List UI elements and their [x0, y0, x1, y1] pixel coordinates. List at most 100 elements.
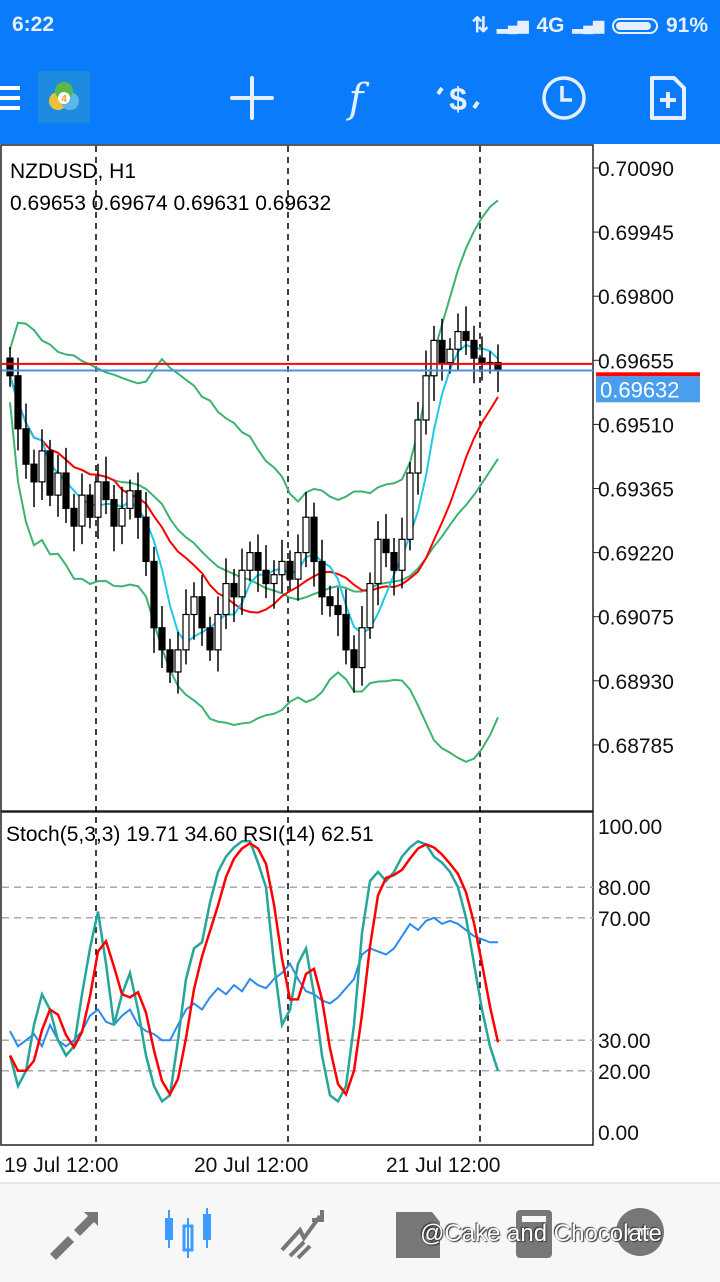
candle	[166, 649, 174, 673]
candle	[390, 552, 398, 571]
candle	[254, 552, 262, 571]
crosshair-icon[interactable]	[228, 74, 276, 122]
price-tick-label: 0.68930	[598, 671, 674, 694]
candle	[14, 375, 22, 430]
candle	[78, 494, 86, 527]
price-tick-label: 0.68785	[598, 735, 674, 758]
candle	[150, 560, 158, 629]
candle	[110, 498, 118, 527]
candle	[414, 419, 422, 474]
watermark: @Cake and Chocolate	[420, 1220, 662, 1247]
trade-icon[interactable]: $	[434, 74, 482, 122]
candle	[366, 582, 374, 629]
new-document-icon[interactable]	[644, 74, 692, 122]
candle	[350, 649, 358, 669]
svg-text:$: $	[449, 81, 467, 117]
bollinger-upper	[9, 199, 499, 504]
candle	[270, 574, 278, 585]
mt4-logo[interactable]: 4	[38, 71, 90, 123]
clock-icon[interactable]	[540, 74, 588, 122]
candle	[198, 596, 206, 629]
chart-icon[interactable]	[160, 1206, 216, 1262]
candle	[174, 649, 182, 673]
candle	[70, 507, 78, 527]
moving-average-slow	[9, 375, 499, 614]
candle	[318, 560, 326, 598]
candle	[230, 582, 238, 598]
data-transfer-icon: ⇅	[471, 14, 490, 37]
history-icon[interactable]	[392, 1206, 448, 1262]
chat-icon[interactable]	[612, 1206, 668, 1262]
bottom-nav: @Cake and Chocolate	[0, 1182, 720, 1282]
bid-price-label: 0.69632	[600, 377, 680, 402]
menu-icon[interactable]	[0, 74, 22, 122]
time-label: 21 Jul 12:00	[386, 1154, 500, 1177]
candle	[470, 339, 478, 359]
price-tick-label: 0.69655	[598, 350, 674, 373]
candle	[142, 516, 150, 563]
bollinger-lower	[9, 402, 499, 763]
battery-percent: 91%	[665, 13, 708, 37]
indicator-pane-border	[0, 811, 594, 1146]
candle	[126, 490, 134, 509]
candle	[358, 627, 366, 669]
indicator-level-label: 30.00	[598, 1030, 651, 1053]
candle	[206, 627, 214, 651]
quotes-icon[interactable]	[46, 1206, 102, 1262]
indicator-level-label: 70.00	[598, 908, 651, 931]
candle	[374, 538, 382, 585]
trade-icon[interactable]	[276, 1206, 332, 1262]
candle	[46, 450, 54, 496]
candle	[54, 472, 62, 496]
candle	[438, 339, 446, 364]
time-label: 19 Jul 12:00	[4, 1154, 118, 1177]
candle	[454, 330, 462, 350]
signal-icon: ▂▄▆	[497, 17, 529, 33]
ask-price-tag	[596, 372, 700, 377]
candle	[22, 428, 30, 465]
candle	[302, 516, 310, 554]
candle	[86, 494, 94, 518]
stoch-main-line	[8, 839, 500, 1104]
candle	[190, 596, 198, 616]
toolbar: 4 f $	[0, 50, 720, 144]
price-tick-label: 0.70090	[598, 158, 674, 181]
candle	[342, 613, 350, 651]
price-tick-label: 0.69220	[598, 543, 674, 566]
price-tick-label: 0.69945	[598, 222, 674, 245]
indicator-level-label: 0.00	[598, 1122, 639, 1145]
candle	[294, 552, 302, 580]
stoch-signal-line	[8, 841, 500, 1097]
candle	[478, 357, 486, 364]
candle	[310, 516, 318, 563]
candle	[158, 627, 166, 651]
candle	[118, 507, 126, 527]
indicator-level-label: 20.00	[598, 1061, 651, 1084]
status-bar: 6:22 ⇅ ▂▄▆ 4G ▂▄▆ 91%	[0, 0, 720, 50]
news-icon[interactable]	[508, 1206, 564, 1262]
price-tick-label: 0.69800	[598, 286, 674, 309]
network-type: 4G	[536, 13, 565, 37]
function-icon[interactable]: f	[332, 74, 380, 122]
svg-text:4: 4	[61, 94, 67, 105]
candle	[446, 348, 454, 364]
candle	[278, 560, 286, 576]
candle	[262, 569, 270, 585]
clock-time: 6:22	[12, 13, 55, 36]
candle	[406, 472, 414, 540]
symbol-label: NZDUSD, H1	[10, 160, 136, 183]
time-label: 20 Jul 12:00	[194, 1154, 308, 1177]
candle	[30, 463, 38, 483]
price-tick-label: 0.69510	[598, 414, 674, 437]
price-chart[interactable]: 0.70090 0.69945 0.69800 0.69655 0.69510 0.693…	[0, 144, 720, 1182]
candle	[286, 560, 294, 580]
bid-price-tag	[596, 376, 700, 403]
candle	[182, 613, 190, 651]
candle	[238, 569, 246, 598]
candle	[214, 613, 222, 651]
svg-text:f: f	[346, 76, 370, 122]
candle	[94, 481, 102, 518]
indicator-level-label: 100.00	[598, 816, 662, 839]
candle	[422, 375, 430, 421]
candle	[462, 330, 470, 342]
